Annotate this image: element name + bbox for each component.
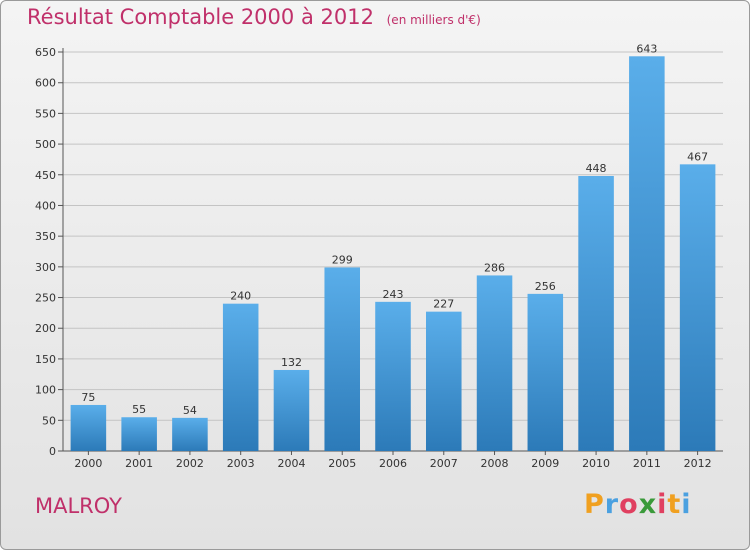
y-tick-label: 450	[35, 169, 56, 182]
x-tick-label: 2012	[684, 457, 712, 470]
x-tick-label: 2007	[430, 457, 458, 470]
logo-letter: o	[619, 489, 639, 520]
y-tick-label: 0	[49, 445, 56, 458]
x-tick-label: 2010	[582, 457, 610, 470]
x-tick-label: 2001	[125, 457, 153, 470]
y-tick-label: 100	[35, 384, 56, 397]
bar-value-label: 240	[230, 290, 251, 303]
bar-2006	[375, 301, 411, 451]
bar-value-label: 299	[332, 253, 353, 266]
proxiti-logo: Proxiti	[584, 489, 692, 520]
bar-2009	[527, 293, 564, 451]
y-tick-label: 600	[35, 77, 56, 90]
logo-letter: i	[681, 489, 692, 520]
x-tick-label: 2008	[481, 457, 509, 470]
x-tick-label: 2000	[74, 457, 102, 470]
chart-title: Résultat Comptable 2000 à 2012 (en milli…	[27, 5, 481, 29]
logo-letter: x	[638, 489, 658, 520]
y-tick-label: 250	[35, 292, 56, 305]
logo-letter: i	[657, 489, 668, 520]
y-tick-label: 550	[35, 107, 56, 120]
bar-value-label: 75	[81, 391, 95, 404]
x-tick-label: 2004	[277, 457, 305, 470]
bar-value-label: 54	[183, 404, 197, 417]
bar-value-label: 286	[484, 261, 505, 274]
bar-2000	[70, 404, 107, 451]
bar-2008	[476, 275, 513, 451]
x-tick-label: 2005	[328, 457, 356, 470]
y-tick-label: 500	[35, 138, 56, 151]
bar-2005	[324, 267, 360, 451]
bar-2003	[222, 303, 259, 451]
x-tick-label: 2006	[379, 457, 407, 470]
bar-2011	[629, 56, 665, 451]
y-tick-label: 400	[35, 199, 56, 212]
y-tick-label: 350	[35, 230, 56, 243]
logo-letter: t	[667, 489, 682, 520]
bar-value-label: 132	[281, 356, 302, 369]
bar-value-label: 467	[687, 150, 708, 163]
bar-value-label: 643	[636, 42, 657, 55]
bar-2002	[172, 417, 208, 451]
bar-value-label: 227	[433, 298, 454, 311]
bar-2012	[679, 164, 716, 451]
commune-name: MALROY	[35, 494, 122, 518]
x-tick-label: 2003	[227, 457, 255, 470]
bar-2010	[578, 175, 614, 451]
bar-value-label: 448	[586, 162, 607, 175]
y-tick-label: 50	[42, 414, 56, 427]
x-tick-label: 2009	[531, 457, 559, 470]
bar-2007	[426, 311, 462, 451]
logo-letter: r	[604, 489, 620, 520]
bar-value-label: 256	[535, 280, 556, 293]
x-tick-label: 2011	[633, 457, 661, 470]
bar-value-label: 243	[383, 288, 404, 301]
y-tick-label: 200	[35, 322, 56, 335]
x-tick-label: 2002	[176, 457, 204, 470]
bar-2001	[121, 417, 157, 451]
chart-title-text: Résultat Comptable 2000 à 2012	[27, 5, 374, 29]
y-tick-label: 650	[35, 46, 56, 59]
bar-2004	[273, 369, 310, 451]
logo-letter: P	[584, 489, 605, 520]
y-tick-label: 300	[35, 261, 56, 274]
bar-value-label: 55	[132, 403, 146, 416]
chart-subtitle: (en milliers d'€)	[386, 13, 481, 27]
y-tick-label: 150	[35, 353, 56, 366]
